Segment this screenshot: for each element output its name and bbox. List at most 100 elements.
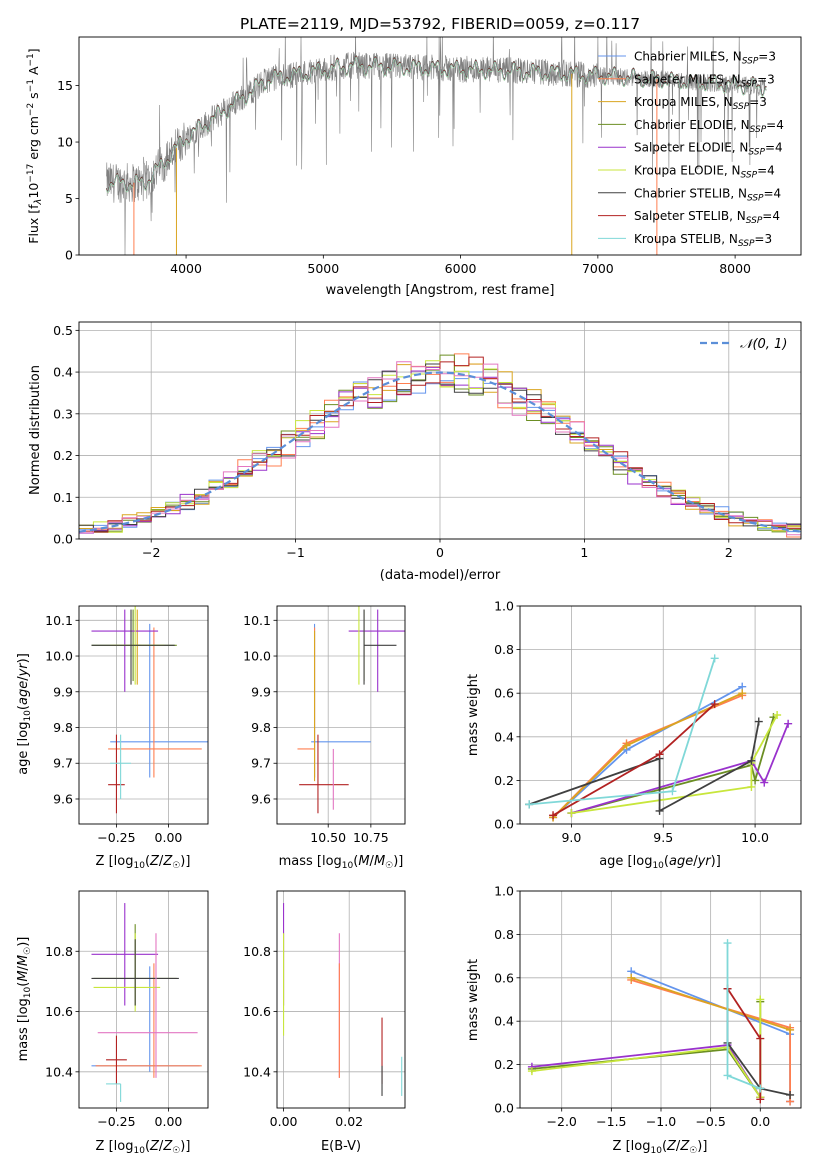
weight_vs_age-marker-4-3	[784, 719, 793, 728]
mass-vs-metallicity-panel: Z [log10(Z/Z☉)] mass [log10(M/M☉)] −0.25…	[16, 890, 209, 1156]
age_vs_mass-grid	[277, 606, 405, 824]
agez-xlabel: Z [log10(Z/Z☉)]	[96, 854, 191, 871]
massebv-xlabel: E(B-V)	[321, 1139, 361, 1154]
weight_vs_age-marker-8-2	[710, 654, 719, 663]
spectrum-xticklabel-1: 5000	[307, 261, 339, 276]
mass_vs_Z-grid	[79, 891, 208, 1108]
weight_vs_Z-marker-6-3	[786, 1090, 795, 1099]
weight_vs_age-marker-4-2	[760, 778, 769, 787]
age_vs_mass-yticklabel-2: 9.8	[251, 720, 271, 735]
weight_vs_age-series-5	[571, 714, 778, 814]
residuals-panel: (data-model)/error Normed distribution −…	[28, 321, 802, 583]
weight_vs_age-marker-8-1	[668, 787, 677, 796]
residuals-yticklabel-1: 0.1	[53, 490, 73, 505]
age-vs-metallicity-panel: Z [log10(Z/Z☉)] age [log10(age/yr)] −0.2…	[16, 605, 209, 871]
spectrum-legend-label-6: Chabrier STELIB, NSSP=4	[634, 186, 781, 203]
age_vs_mass-yticklabel-5: 10.1	[243, 613, 271, 628]
mass_vs_Z-yticklabel-2: 10.8	[45, 944, 73, 959]
weight_vs_age-marker-6-2	[655, 806, 664, 815]
residuals-xticklabel-4: 2	[725, 545, 733, 560]
age_vs_mass-frame	[276, 605, 406, 825]
residuals-plot-area	[79, 353, 801, 538]
agez-ylabel: age [log10(age/yr)]	[16, 653, 33, 775]
weight-vs-age-panel: age [log10(age/yr)] mass weight 9.0 9.5 10…	[466, 599, 802, 871]
weight_vs_Z-marker-7-2	[756, 1095, 765, 1104]
age_vs_mass-yticklabel-0: 9.6	[251, 791, 271, 806]
weight_vs_age-marker-5-0	[567, 809, 576, 818]
spectrum-panel: wavelength [Angstrom, rest frame] Flux […	[26, 36, 802, 298]
age_vs_mass-point-0	[311, 623, 371, 778]
weight_vs_age-marker-7-2	[710, 700, 719, 709]
age_vs_Z-frame	[78, 605, 209, 825]
weight_vs_age-marker-6-3	[747, 756, 756, 765]
spectrum-model-line-8	[106, 56, 767, 193]
residuals-xlabel: (data-model)/error	[380, 568, 501, 583]
residuals-yticklabel-5: 0.5	[53, 323, 73, 338]
residuals-yticklabel-3: 0.3	[53, 406, 73, 421]
wage-ylabel: mass weight	[466, 674, 481, 756]
weight_vs_age-yticklabel-2: 0.4	[494, 729, 514, 744]
mass_vs_Z-yticklabel-1: 10.6	[45, 1004, 73, 1019]
weight_vs_Z-marker-8-2	[756, 1084, 765, 1093]
weight_vs_Z-yticklabel-2: 0.4	[494, 1014, 514, 1029]
age_vs_mass-yticklabel-1: 9.7	[251, 756, 271, 771]
spectrum-legend-label-2: Kroupa MILES, NSSP=3	[634, 95, 767, 112]
weight_vs_age-yticklabel-1: 0.2	[494, 773, 514, 788]
weight_vs_age-marker-5-3	[773, 711, 782, 719]
mass-vs-ebv-panel: E(B-V) 0.00 0.02 10.4 10.6 10.8	[243, 890, 406, 1154]
weight-vs-metallicity-panel: Z [log10(Z/Z☉)] mass weight −2.0 −1.5 −1.0…	[466, 884, 802, 1156]
age_vs_Z-point-6	[91, 609, 175, 685]
residuals-xticklabel-1: −1	[286, 545, 304, 560]
age_vs_mass-plot-area	[297, 606, 405, 814]
weight_vs_age-series-3	[571, 716, 775, 814]
mass_vs_ebv-yticklabel-2: 10.8	[243, 944, 271, 959]
weight_vs_Z-marker-7-1	[756, 1034, 765, 1043]
spectrum-yticklabel-3: 15	[57, 78, 73, 93]
weight_vs_Z-yticklabel-1: 0.2	[494, 1057, 514, 1072]
residuals-xticklabel-3: 1	[580, 545, 588, 560]
spectrum-plot-area	[106, 37, 767, 255]
spectrum-frame	[78, 36, 802, 256]
weight_vs_Z-xticklabel-2: −1.0	[646, 1114, 676, 1129]
age_vs_mass-point-7	[299, 734, 349, 814]
residual-legend-label: 𝒩(0, 1)	[740, 337, 787, 352]
weight_vs_age-marker-8-0	[525, 800, 534, 809]
residuals-yticklabel-2: 0.2	[53, 448, 73, 463]
weight_vs_Z-yticklabel-4: 0.8	[494, 927, 514, 942]
weight_vs_Z-axes: −2.0 −1.5 −1.0 −0.5 0.0 0.0 0.2 0.4 0.6 0.8 1.0	[494, 884, 802, 1129]
weight_vs_Z-series-5	[531, 999, 762, 1101]
weight_vs_Z-yticklabel-3: 0.6	[494, 970, 514, 985]
age_vs_Z-yticklabel-2: 9.8	[53, 720, 73, 735]
weight_vs_Z-yticklabel-0: 0.0	[494, 1101, 514, 1116]
mass_vs_Z-point-3	[91, 903, 159, 1006]
weight_vs_age-marker-3-2	[751, 776, 760, 785]
wz-ylabel: mass weight	[466, 959, 481, 1041]
residuals-frame	[78, 321, 802, 540]
age_vs_Z-plot-area	[91, 606, 208, 814]
mass_vs_Z-xticklabel-0: −0.25	[97, 1114, 135, 1129]
weight_vs_age-xticklabel-2: 10.0	[741, 830, 769, 845]
weight_vs_Z-plot-area	[527, 939, 795, 1106]
age_vs_Z-point-8	[110, 734, 132, 799]
spectrum-xticklabel-0: 4000	[170, 261, 202, 276]
normal-curve	[79, 371, 801, 533]
weight_vs_age-series-6	[528, 721, 760, 813]
weight_vs_age-xticklabel-1: 9.5	[653, 830, 673, 845]
spectrum-legend-label-4: Salpeter ELODIE, NSSP=4	[634, 141, 783, 158]
age_vs_Z-yticklabel-0: 9.6	[53, 791, 73, 806]
weight_vs_age-yticklabel-0: 0.0	[494, 817, 514, 832]
weight_vs_Z-marker-5-0	[527, 1067, 536, 1076]
mass_vs_Z-xticklabel-1: 0.00	[155, 1114, 183, 1129]
spectrum-legend: Chabrier MILES, NSSP=3 Salpeter MILES, NS…	[598, 50, 784, 249]
weight_vs_Z-grid	[520, 890, 801, 1109]
mass_vs_Z-point-6	[106, 1035, 127, 1084]
massz-ylabel: mass [log10(M/M☉)]	[16, 937, 33, 1062]
mass_vs_Z-plot-area	[91, 903, 202, 1102]
age_vs_mass-yticklabel-4: 10.0	[243, 649, 271, 664]
mass_vs_Z-point-0	[91, 966, 200, 1072]
spectrum-xticklabel-4: 8000	[719, 261, 751, 276]
age_vs_Z-point-0	[110, 623, 208, 778]
mass_vs_ebv-yticklabel-0: 10.4	[243, 1064, 271, 1079]
mass_vs_Z-point-1	[95, 963, 202, 1078]
